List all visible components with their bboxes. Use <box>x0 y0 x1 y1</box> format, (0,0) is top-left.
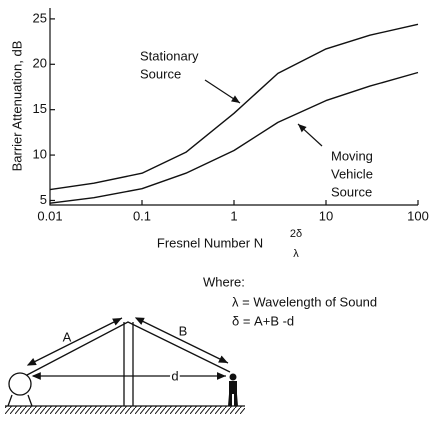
person <box>228 373 238 406</box>
y-tick-label: 10 <box>33 147 47 162</box>
formula-numerator: 2δ <box>290 228 302 240</box>
annotation: Vehicle <box>331 166 373 181</box>
label-b: B <box>179 323 188 338</box>
annotation: Moving <box>331 148 373 163</box>
x-tick-label: 0.1 <box>133 208 151 223</box>
curve <box>49 23 419 191</box>
diagram: Where: λ = Wavelength of Sound δ = A+B -… <box>5 274 377 414</box>
source-stand <box>7 394 33 407</box>
label-d: d <box>171 368 178 383</box>
source <box>8 372 32 396</box>
ground <box>5 406 245 414</box>
x-axis-label: Fresnel Number N <box>157 235 263 250</box>
annotation: Source <box>331 184 372 199</box>
x-tick-label: 0.01 <box>37 208 62 223</box>
y-tick-label: 5 <box>40 192 47 207</box>
x-tick-label: 10 <box>319 208 333 223</box>
chart: Barrier Attenuation, dB Fresnel Number N… <box>9 8 429 260</box>
annotation-arrow <box>204 79 241 104</box>
annotation-arrow <box>297 123 323 147</box>
y-tick-label: 25 <box>33 10 47 25</box>
formula-denominator: λ <box>293 248 299 260</box>
x-tick-label: 1 <box>230 208 237 223</box>
y-tick-label: 15 <box>33 101 47 116</box>
label-a: A <box>63 329 72 344</box>
annotation: Source <box>140 66 181 81</box>
a-arrow <box>26 317 123 366</box>
x-tick-label: 100 <box>407 208 429 223</box>
curve <box>49 71 419 204</box>
annotation: Stationary <box>140 48 199 63</box>
delta-definition: δ = A+B -d <box>232 313 294 328</box>
lambda-definition: λ = Wavelength of Sound <box>232 294 377 309</box>
barrier <box>123 322 134 406</box>
where-label: Where: <box>203 274 245 289</box>
b-arrow <box>134 317 229 364</box>
y-axis-label: Barrier Attenuation, dB <box>9 41 24 172</box>
y-tick-label: 20 <box>33 56 47 71</box>
